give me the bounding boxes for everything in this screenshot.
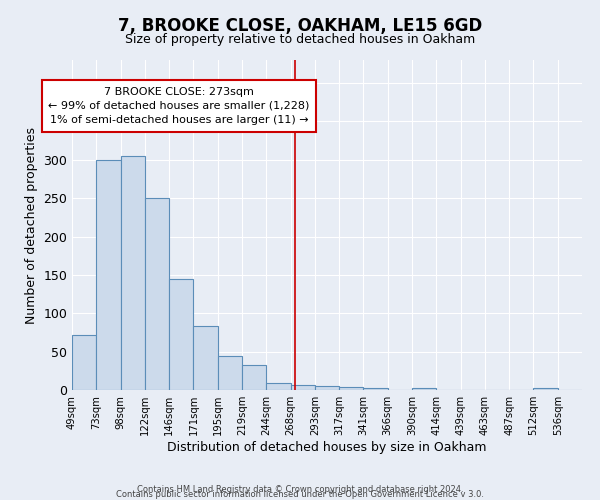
- Bar: [96, 160, 121, 390]
- Text: 7 BROOKE CLOSE: 273sqm
← 99% of detached houses are smaller (1,228)
1% of semi-d: 7 BROOKE CLOSE: 273sqm ← 99% of detached…: [48, 87, 310, 125]
- Bar: [364, 388, 388, 390]
- Bar: [412, 388, 436, 390]
- Bar: [169, 278, 193, 390]
- Text: 7, BROOKE CLOSE, OAKHAM, LE15 6GD: 7, BROOKE CLOSE, OAKHAM, LE15 6GD: [118, 18, 482, 36]
- Bar: [339, 387, 364, 390]
- Text: Contains public sector information licensed under the Open Government Licence v : Contains public sector information licen…: [116, 490, 484, 499]
- Bar: [218, 356, 242, 390]
- Text: Contains HM Land Registry data © Crown copyright and database right 2024.: Contains HM Land Registry data © Crown c…: [137, 484, 463, 494]
- Bar: [266, 383, 290, 390]
- Bar: [72, 334, 96, 390]
- Text: Size of property relative to detached houses in Oakham: Size of property relative to detached ho…: [125, 32, 475, 46]
- Y-axis label: Number of detached properties: Number of detached properties: [25, 126, 38, 324]
- Bar: [145, 198, 169, 390]
- Bar: [533, 388, 558, 390]
- Bar: [242, 364, 266, 390]
- Bar: [121, 156, 145, 390]
- Bar: [315, 386, 339, 390]
- X-axis label: Distribution of detached houses by size in Oakham: Distribution of detached houses by size …: [167, 441, 487, 454]
- Bar: [193, 326, 218, 390]
- Bar: [290, 386, 315, 390]
